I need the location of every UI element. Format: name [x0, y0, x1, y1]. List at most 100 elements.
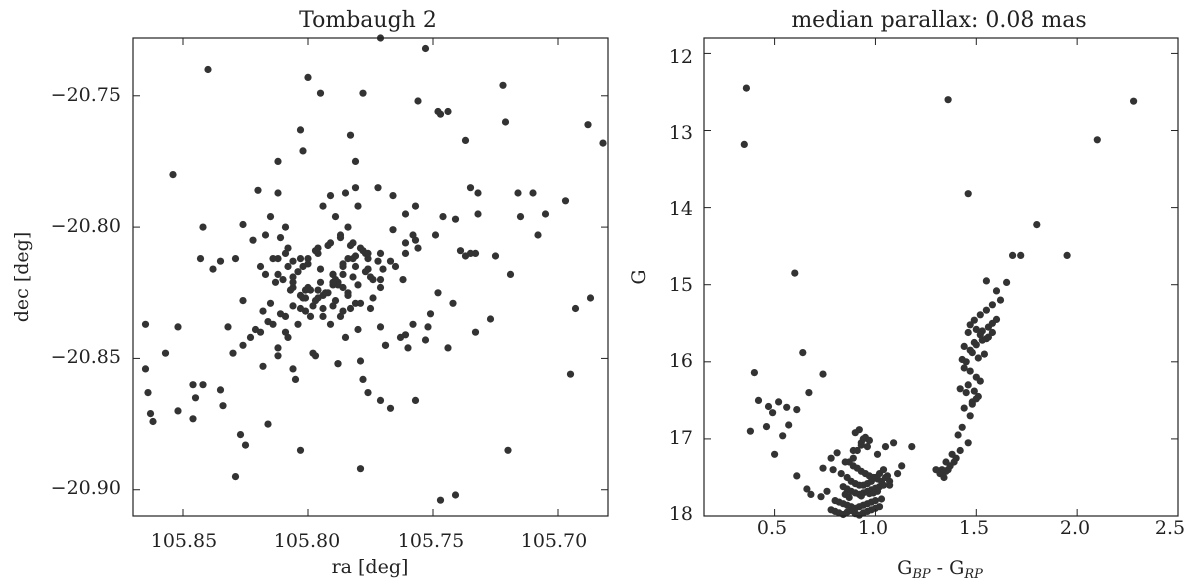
left-data-point: [281, 328, 290, 336]
right-data-point: [845, 493, 853, 502]
left-data-point: [349, 273, 357, 281]
right-data-point: [1033, 221, 1041, 229]
left-data-point: [351, 262, 360, 271]
left-data-point: [304, 260, 312, 268]
right-data-point: [779, 432, 787, 440]
left-data-point: [451, 491, 460, 499]
left-data-point: [444, 107, 452, 116]
right-data-point: [750, 369, 759, 377]
right-data-point: [762, 423, 771, 431]
left-data-point: [296, 126, 305, 134]
left-data-point: [259, 307, 267, 315]
left-ytick-label-3: −20.85: [51, 346, 121, 368]
left-data-point: [246, 333, 255, 341]
left-data-point: [311, 352, 320, 360]
left-data-point: [374, 184, 382, 192]
right-data-point: [988, 328, 997, 337]
left-data-point: [259, 362, 267, 370]
left-data-point: [414, 97, 422, 105]
left-data-point: [256, 262, 265, 271]
left-data-point: [486, 315, 495, 323]
left-data-point: [339, 307, 347, 315]
left-data-point: [199, 381, 207, 389]
right-ytick-label-2: 13: [669, 122, 693, 144]
left-ytick-label-1: −20.75: [51, 84, 121, 106]
right-data-point: [968, 349, 976, 357]
right-data-point: [769, 409, 777, 417]
left-data-point: [491, 252, 500, 260]
right-data-point: [791, 269, 799, 277]
left-data-point: [149, 417, 157, 426]
left-data-point: [421, 44, 430, 53]
right-data-point: [966, 321, 974, 329]
left-data-point: [451, 215, 460, 223]
left-data-point: [434, 107, 442, 116]
right-data-point: [837, 470, 845, 478]
right-data-point: [875, 503, 884, 511]
left-data-point: [516, 213, 525, 221]
right-xlabel-sub-rp: RP: [963, 567, 983, 582]
left-ytick-label-4: −20.90: [51, 477, 121, 499]
right-plot-frame: [703, 37, 1179, 517]
left-data-point: [141, 320, 150, 328]
left-xtick-label-2: 105.80: [274, 530, 340, 552]
left-data-point: [274, 189, 282, 197]
right-data-point: [785, 421, 793, 429]
right-data-point: [890, 439, 898, 447]
right-data-point: [960, 342, 968, 350]
left-data-point: [274, 352, 282, 360]
left-data-point: [224, 323, 232, 331]
left-data-point: [319, 312, 327, 320]
right-data-point: [823, 487, 831, 495]
left-data-point: [411, 202, 420, 210]
left-data-point: [321, 289, 330, 297]
left-data-point: [426, 310, 435, 318]
left-data-point: [456, 247, 465, 255]
left-data-point: [514, 189, 522, 197]
right-data-point: [775, 398, 783, 406]
left-data-point: [274, 255, 282, 263]
left-ticks-group: [133, 38, 608, 516]
left-data-point: [356, 465, 365, 473]
left-data-point: [239, 220, 247, 229]
right-data-point: [799, 349, 807, 357]
left-data-point: [216, 386, 225, 394]
left-data-point: [316, 89, 325, 97]
left-data-point: [264, 318, 272, 326]
right-data-point: [879, 481, 888, 489]
left-data-point: [396, 333, 405, 341]
right-data-point: [803, 485, 811, 493]
left-data-point: [239, 297, 247, 305]
left-data-point: [331, 213, 340, 221]
left-data-point: [254, 186, 262, 194]
left-data-point: [314, 286, 322, 294]
left-data-point: [421, 336, 430, 344]
right-x-axis-label: GBP - GRP: [897, 557, 983, 582]
left-xtick-label-3: 105.75: [398, 530, 464, 552]
left-data-point: [366, 304, 375, 313]
left-data-point: [399, 276, 407, 284]
left-data-point: [506, 270, 515, 278]
left-points-group: [141, 34, 607, 504]
left-data-point: [276, 234, 285, 242]
left-data-point: [339, 262, 347, 271]
left-data-point: [311, 247, 320, 255]
right-data-point: [817, 493, 825, 501]
right-data-point: [964, 328, 972, 337]
right-xlabel-separator: -: [931, 557, 950, 579]
right-data-point: [970, 316, 978, 324]
left-data-point: [376, 323, 385, 331]
left-data-point: [306, 286, 315, 294]
left-data-point: [571, 304, 580, 313]
right-data-point: [742, 84, 751, 92]
right-data-point: [948, 450, 956, 458]
right-data-point: [863, 443, 872, 451]
left-data-point: [301, 286, 310, 294]
left-data-point: [251, 325, 260, 334]
right-ytick-label-7: 18: [669, 503, 693, 525]
left-data-point: [344, 255, 352, 263]
left-data-point: [299, 147, 307, 155]
left-data-point: [289, 365, 297, 373]
right-data-point: [1063, 251, 1071, 259]
